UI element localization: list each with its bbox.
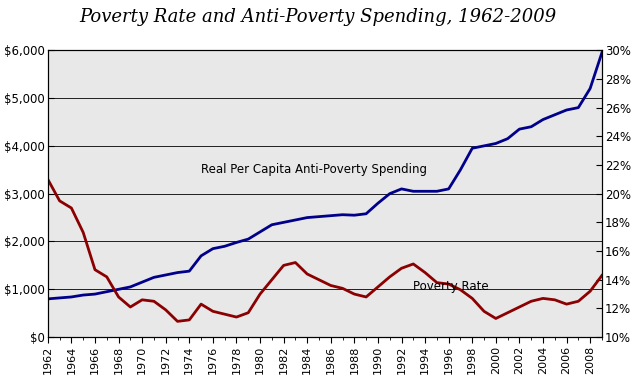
Text: Real Per Capita Anti-Poverty Spending: Real Per Capita Anti-Poverty Spending <box>201 163 427 175</box>
Text: Poverty Rate: Poverty Rate <box>413 280 489 293</box>
Text: Poverty Rate and Anti-Poverty Spending, 1962-2009: Poverty Rate and Anti-Poverty Spending, … <box>79 8 556 26</box>
